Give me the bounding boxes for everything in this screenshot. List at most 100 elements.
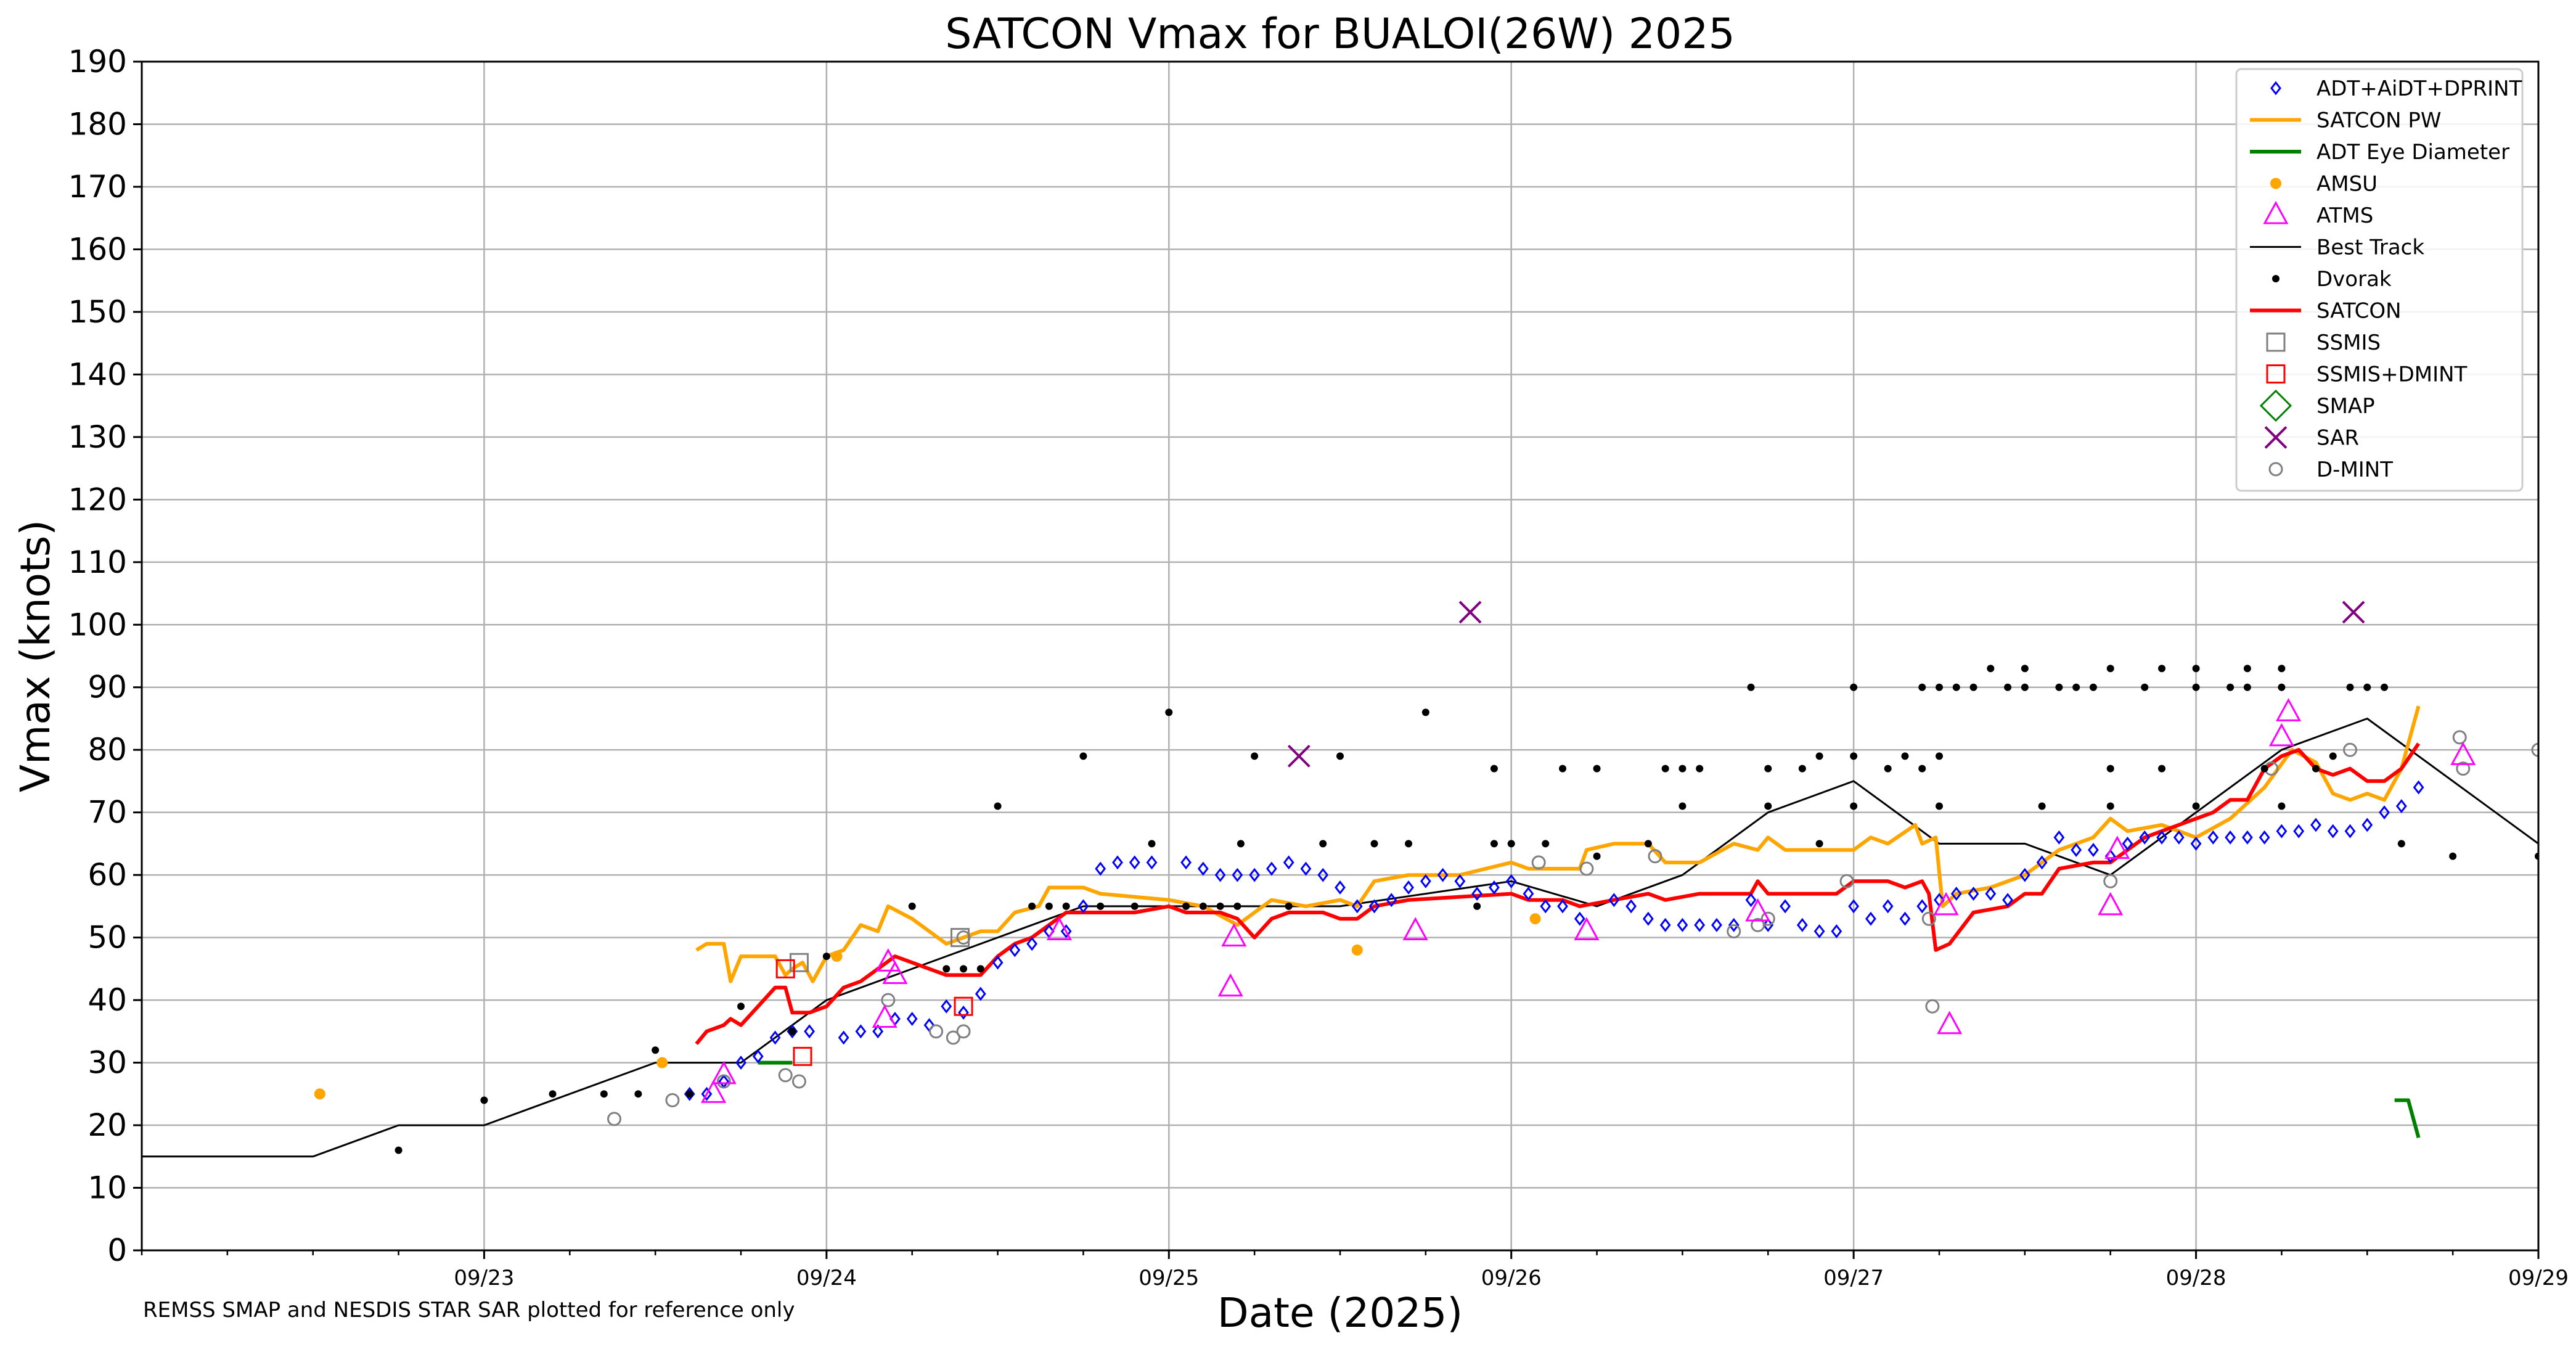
y-tick-label: 110 <box>68 544 127 580</box>
point-dvorak <box>1936 752 1943 760</box>
legend-swatch-ssmis <box>2266 332 2286 352</box>
x-tick-label: 09/23 <box>454 1266 514 1290</box>
point-dvorak <box>2397 840 2405 848</box>
point-adt-aidt-dprint <box>1112 855 1123 870</box>
y-tick-label: 80 <box>88 732 127 768</box>
point-dvorak <box>1028 902 1036 910</box>
point-adt-aidt-dprint <box>1642 911 1654 926</box>
point-d-mint <box>2343 742 2358 757</box>
y-tick-label: 70 <box>88 795 127 830</box>
point-adt-aidt-dprint <box>2139 830 2151 845</box>
point-atms <box>875 948 901 972</box>
point-dvorak <box>2243 683 2251 691</box>
point-adt-aidt-dprint <box>2071 843 2082 858</box>
point-adt-aidt-dprint <box>804 1024 815 1039</box>
point-adt-aidt-dprint <box>872 1024 884 1039</box>
point-adt-aidt-dprint <box>2361 818 2373 832</box>
point-adt-aidt-dprint <box>2173 830 2185 845</box>
point-adt-aidt-dprint <box>1197 861 1209 876</box>
point-dvorak <box>652 1046 660 1054</box>
point-dvorak <box>960 965 968 973</box>
y-tick-label: 100 <box>68 607 127 642</box>
point-adt-aidt-dprint <box>1968 887 1979 901</box>
point-adt-aidt-dprint <box>1335 880 1346 895</box>
point-atms <box>701 1080 727 1103</box>
point-adt-aidt-dprint <box>2327 824 2339 839</box>
point-dvorak <box>2260 765 2268 773</box>
point-adt-aidt-dprint <box>769 1030 781 1045</box>
point-adt-aidt-dprint <box>1985 887 1997 901</box>
point-dvorak <box>1199 902 1207 910</box>
point-atms <box>1047 917 1073 940</box>
point-dvorak <box>1490 840 1498 848</box>
point-dvorak <box>1850 683 1858 691</box>
point-atms <box>882 961 908 985</box>
point-d-mint <box>1579 861 1594 876</box>
point-adt-aidt-dprint <box>2002 893 2013 908</box>
series-adt-eye-diameter <box>758 1060 2421 1139</box>
y-tick-label: 60 <box>88 857 127 893</box>
legend-swatch-atms <box>2263 200 2289 224</box>
point-dvorak <box>1661 765 1669 773</box>
point-dvorak <box>1490 765 1498 773</box>
point-adt-aidt-dprint <box>735 1056 746 1070</box>
legend-label-atms: ATMS <box>2316 203 2373 228</box>
reference-note: REMSS SMAP and NESDIS STAR SAR plotted f… <box>143 1298 795 1322</box>
point-adt-aidt-dprint <box>1659 917 1671 932</box>
legend-swatch-smap <box>2259 389 2292 422</box>
x-tick-label: 09/25 <box>1139 1266 1199 1290</box>
legend-label-satcon-pw: SATCON PW <box>2316 109 2441 133</box>
point-dvorak <box>1936 802 1943 810</box>
point-adt-aidt-dprint <box>1283 855 1294 870</box>
point-d-mint <box>956 1024 971 1039</box>
point-adt-aidt-dprint <box>1796 917 1808 932</box>
series-satcon-pw <box>695 705 2421 983</box>
point-dvorak <box>1678 802 1687 810</box>
point-adt-aidt-dprint <box>958 1005 969 1020</box>
point-d-mint <box>778 1068 793 1083</box>
legend-label-smap: SMAP <box>2316 394 2375 419</box>
point-adt-aidt-dprint <box>1214 867 1226 882</box>
legend-item-satcon-pw: SATCON PW <box>2250 109 2441 133</box>
x-tick-label: 09/28 <box>2166 1266 2226 1290</box>
point-adt-aidt-dprint <box>1711 917 1722 932</box>
point-adt-aidt-dprint <box>1180 855 1192 870</box>
point-dvorak <box>1884 765 1892 773</box>
y-tick-label: 40 <box>88 982 127 1018</box>
point-dvorak <box>1233 902 1241 910</box>
point-dvorak <box>1644 840 1652 848</box>
y-tick-label: 160 <box>68 231 127 267</box>
x-tick-label: 09/29 <box>2508 1266 2569 1290</box>
point-d-mint <box>1839 874 1854 888</box>
y-tick-label: 10 <box>88 1170 127 1206</box>
point-atms <box>2450 742 2476 765</box>
point-d-mint <box>607 1112 621 1126</box>
point-d-mint <box>1727 924 1741 938</box>
point-dvorak <box>1952 683 1960 691</box>
point-adt-aidt-dprint <box>1831 924 1842 938</box>
point-atms <box>872 1004 898 1028</box>
point-adt-aidt-dprint <box>1317 867 1329 882</box>
point-sar <box>1458 601 1482 624</box>
series-atms <box>701 698 2476 1103</box>
point-amsu <box>831 951 843 962</box>
point-dvorak <box>1696 765 1704 773</box>
point-dvorak <box>1850 752 1858 760</box>
point-dvorak <box>822 953 830 961</box>
legend-item-smap: SMAP <box>2259 389 2375 422</box>
legend-item-satcon: SATCON <box>2250 299 2402 324</box>
point-dvorak <box>1182 902 1190 910</box>
legend-item-ssmis-dmint: SSMIS+DMINT <box>2266 363 2468 387</box>
point-adt-aidt-dprint <box>2207 830 2219 845</box>
legend-item-ssmis: SSMIS <box>2266 330 2381 355</box>
point-dvorak <box>2004 683 2012 691</box>
point-dvorak <box>1936 683 1943 691</box>
point-amsu <box>1351 944 1363 956</box>
legend-swatch-amsu <box>2270 178 2281 189</box>
point-amsu <box>656 1057 668 1068</box>
point-dvorak <box>2055 683 2063 691</box>
point-dvorak <box>2243 665 2251 673</box>
point-adt-aidt-dprint <box>2276 824 2288 839</box>
point-ssmis-dmint <box>775 959 795 978</box>
point-dvorak <box>1405 840 1413 848</box>
